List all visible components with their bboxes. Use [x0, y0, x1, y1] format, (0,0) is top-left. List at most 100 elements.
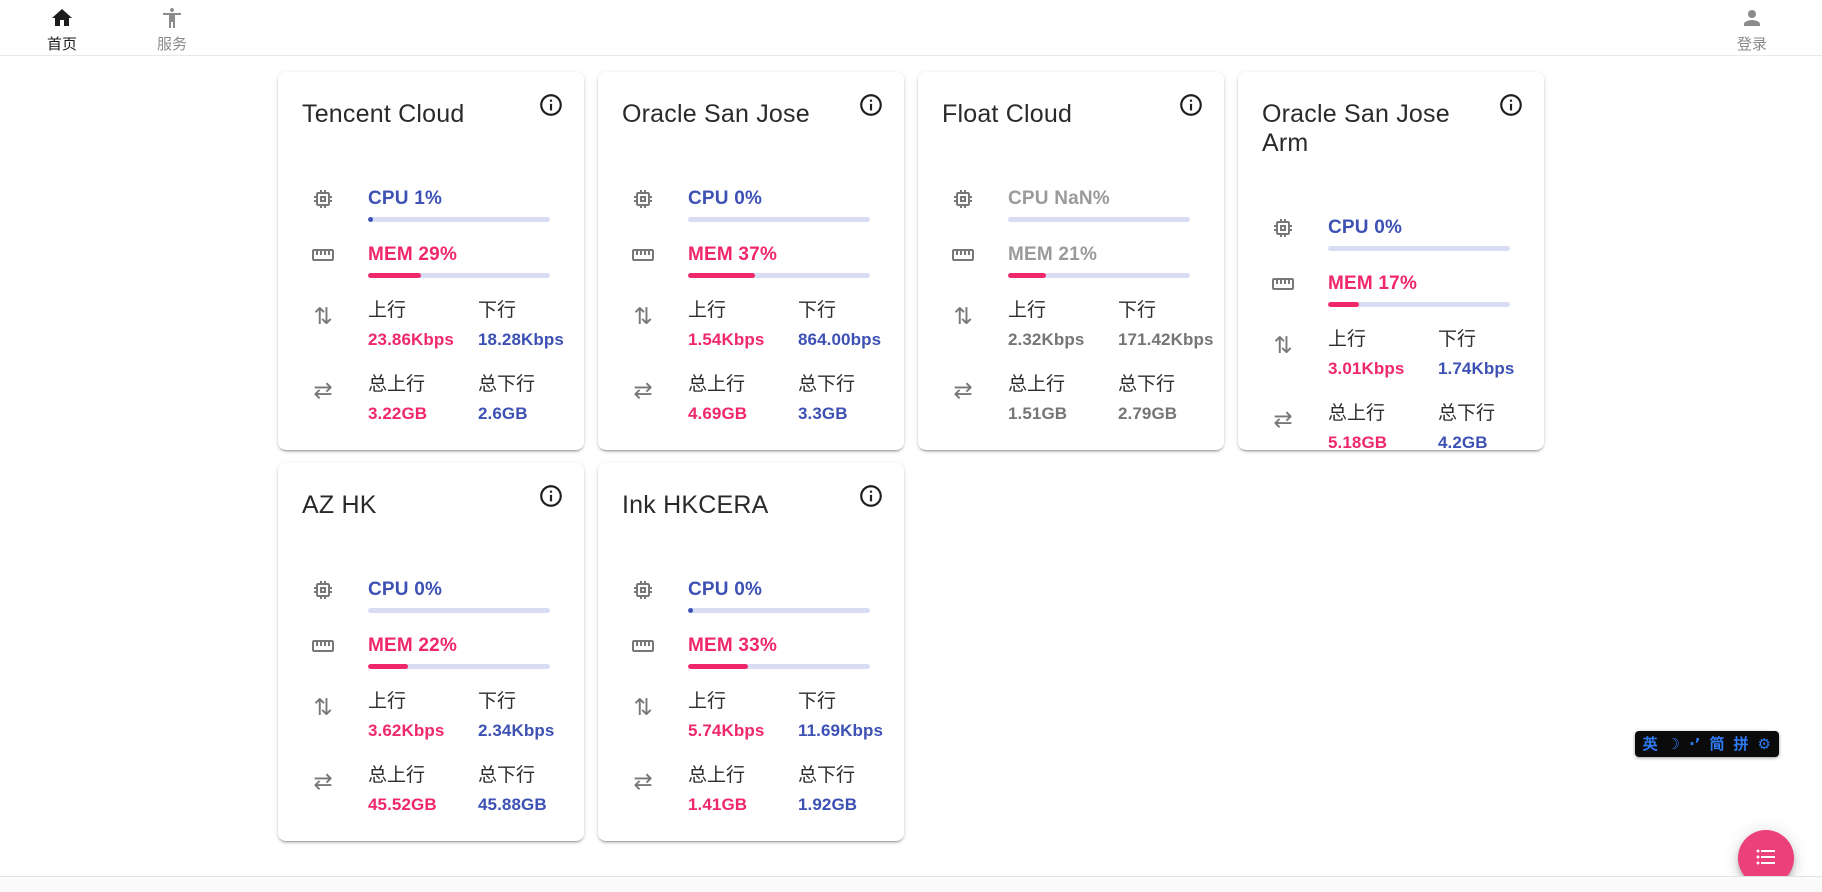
info-icon[interactable] [538, 483, 564, 509]
mem-progress-bar [368, 664, 550, 669]
speed-row: ⇅ 上行 23.86Kbps 下行 18.28Kbps [311, 299, 564, 350]
mem-progress-fill [1008, 273, 1047, 278]
info-icon[interactable] [1178, 92, 1204, 118]
total-upload-value: 45.52GB [368, 795, 437, 814]
up-down-arrows-icon: ⇅ [633, 304, 653, 330]
ime-halfwidth-moon-icon[interactable]: ☽ [1666, 735, 1681, 753]
mem-ruler-icon [1271, 272, 1295, 301]
upload-speed-value: 1.54Kbps [688, 330, 765, 349]
server-card-header: Ink HKCERA [618, 481, 884, 520]
ime-lang-indicator[interactable]: 英 [1642, 735, 1658, 753]
mem-progress-fill [368, 273, 421, 278]
server-card: Oracle San Jose Arm CPU 0% [1238, 72, 1544, 453]
download-label: 下行 [478, 691, 517, 712]
total-download-label: 总下行 [1118, 374, 1176, 395]
info-icon[interactable] [858, 483, 884, 509]
mem-row: MEM 29% [311, 243, 564, 278]
speed-row: ⇅ 上行 1.54Kbps 下行 864.00bps [631, 299, 884, 350]
mem-usage-label: MEM 17% [1328, 273, 1418, 294]
mem-progress-bar [368, 273, 550, 278]
cpu-row: CPU NaN% [951, 187, 1204, 222]
mem-progress-bar [1328, 302, 1510, 307]
server-name: Oracle San Jose [622, 100, 810, 128]
total-row: ⇄ 总上行 4.69GB 总下行 3.3GB [631, 373, 884, 424]
speed-row: ⇅ 上行 3.62Kbps 下行 2.34Kbps [311, 690, 564, 741]
info-icon[interactable] [858, 92, 884, 118]
upload-speed-value: 5.74Kbps [688, 721, 765, 740]
total-upload-label: 总上行 [368, 765, 426, 786]
info-icon[interactable] [1498, 92, 1524, 118]
total-upload-label: 总上行 [1328, 403, 1386, 424]
mem-usage-label: MEM 37% [688, 244, 778, 265]
server-cards-grid: Tencent Cloud CPU 1% [278, 72, 1544, 841]
cpu-progress-bar [1008, 217, 1190, 222]
mem-usage-label: MEM 33% [688, 635, 778, 656]
mem-ruler-icon [311, 243, 335, 272]
server-card-header: AZ HK [298, 481, 564, 520]
mem-progress-bar [688, 273, 870, 278]
ime-settings-gear-icon[interactable]: ⚙ [1757, 735, 1771, 753]
server-metrics: CPU 0% MEM 22% ⇅ [311, 578, 564, 815]
mem-row: MEM 21% [951, 243, 1204, 278]
speed-row: ⇅ 上行 2.32Kbps 下行 171.42Kbps [951, 299, 1213, 350]
total-download-label: 总下行 [798, 374, 856, 395]
person-icon [1740, 6, 1764, 35]
up-down-arrows-icon: ⇅ [1273, 333, 1293, 359]
total-upload-value: 3.22GB [368, 404, 428, 423]
total-row: ⇄ 总上行 5.18GB 总下行 4.2GB [1271, 402, 1524, 453]
app-bar-left: 首页 服务 [38, 2, 196, 54]
server-metrics: CPU 0% MEM 37% ⇅ [631, 187, 884, 424]
up-down-arrows-icon: ⇅ [633, 695, 653, 721]
nav-item-home[interactable]: 首页 [38, 2, 86, 54]
total-download-label: 总下行 [1438, 403, 1496, 424]
server-name: AZ HK [302, 491, 377, 519]
server-card-header: Oracle San Jose Arm [1258, 90, 1524, 158]
ime-pinyin-indicator[interactable]: 拼 [1733, 735, 1749, 753]
mem-ruler-icon [311, 634, 335, 663]
server-card: Oracle San Jose CPU 0% [598, 72, 904, 450]
cpu-row: CPU 1% [311, 187, 564, 222]
nav-item-login[interactable]: 登录 [1728, 2, 1776, 54]
upload-label: 上行 [1008, 300, 1047, 321]
cpu-usage-label: CPU 1% [368, 188, 443, 209]
accessibility-icon [160, 6, 184, 35]
mem-progress-fill [1328, 302, 1359, 307]
swap-arrows-icon: ⇄ [313, 769, 333, 795]
nav-item-services-label: 服务 [156, 35, 187, 53]
ime-punctuation-icon[interactable]: ·’ [1689, 735, 1701, 753]
ime-simplified-chinese[interactable]: 简 [1709, 735, 1725, 753]
server-card-header: Float Cloud [938, 90, 1204, 129]
upload-speed-value: 23.86Kbps [368, 330, 454, 349]
download-speed-value: 18.28Kbps [478, 330, 564, 349]
cpu-usage-label: CPU 0% [688, 188, 763, 209]
total-row: ⇄ 总上行 1.51GB 总下行 2.79GB [951, 373, 1204, 424]
cpu-progress-bar [368, 608, 550, 613]
total-download-value: 4.2GB [1438, 433, 1488, 452]
total-download-value: 1.92GB [798, 795, 858, 814]
mem-ruler-icon [951, 243, 975, 272]
list-icon [1754, 845, 1778, 872]
app-bar: 首页 服务 登录 [0, 0, 1822, 56]
cpu-chip-icon [311, 578, 335, 607]
server-name: Oracle San Jose Arm [1262, 100, 1450, 157]
cpu-chip-icon [631, 578, 655, 607]
server-card: Float Cloud CPU NaN% [918, 72, 1224, 450]
mem-progress-fill [368, 664, 409, 669]
info-icon[interactable] [538, 92, 564, 118]
upload-speed-value: 3.62Kbps [368, 721, 445, 740]
mem-progress-fill [688, 273, 756, 278]
cpu-usage-label: CPU NaN% [1008, 188, 1110, 209]
mem-progress-bar [688, 664, 870, 669]
mem-ruler-icon [631, 243, 655, 272]
upload-label: 上行 [368, 300, 407, 321]
total-upload-label: 总上行 [368, 374, 426, 395]
up-down-arrows-icon: ⇅ [313, 304, 333, 330]
download-label: 下行 [1118, 300, 1157, 321]
mem-usage-label: MEM 21% [1008, 244, 1098, 265]
nav-item-services[interactable]: 服务 [148, 2, 196, 54]
server-metrics: CPU 0% MEM 17% ⇅ [1271, 216, 1524, 453]
cpu-usage-label: CPU 0% [1328, 217, 1403, 238]
total-download-value: 3.3GB [798, 404, 848, 423]
ime-toolbar: 英 ☽ ·’ 简拼 ⚙ [1634, 731, 1779, 757]
upload-label: 上行 [688, 300, 727, 321]
